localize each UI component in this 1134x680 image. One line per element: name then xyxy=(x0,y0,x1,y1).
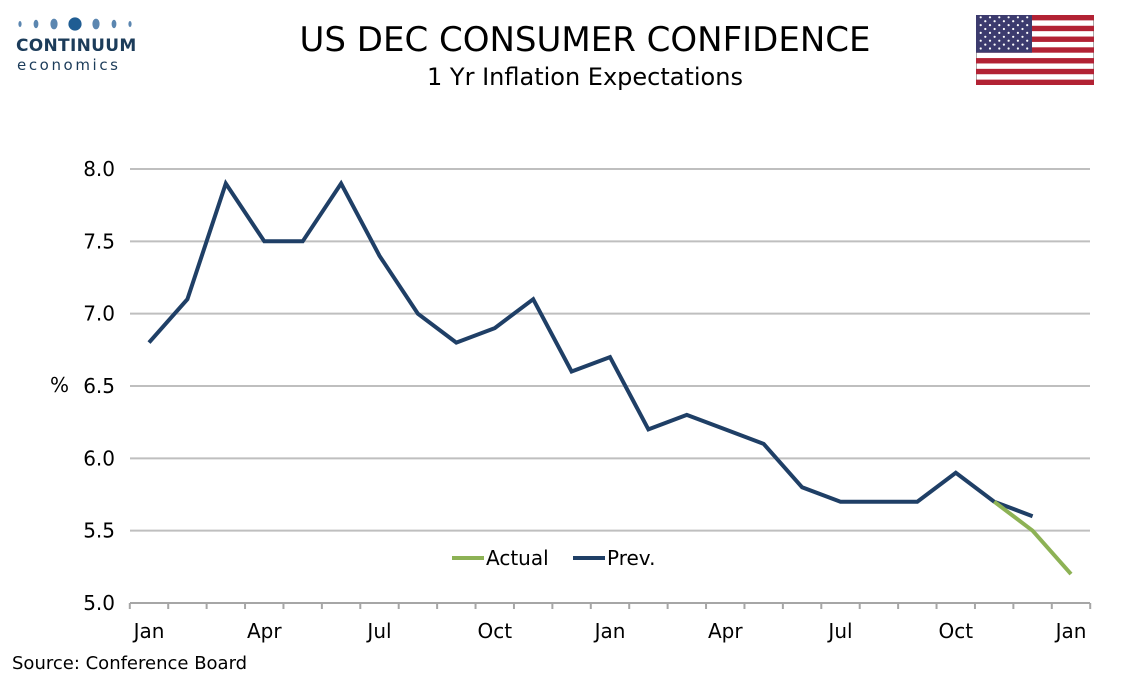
legend: Actual Prev. xyxy=(452,546,655,570)
gridlines xyxy=(130,168,1090,532)
x-tick-label: Jul xyxy=(826,619,852,643)
series-lines xyxy=(147,178,1073,576)
x-tick-label: Jan xyxy=(593,619,626,643)
logo-tagline: economics xyxy=(17,56,121,74)
x-axis: Jan Apr Jul Oct Jan Apr Jul Oct Jan xyxy=(128,602,1092,643)
source-note: Source: Conference Board xyxy=(12,653,248,674)
x-tick-label: Oct xyxy=(938,619,973,643)
x-tick-label: Jul xyxy=(365,619,391,643)
y-tick-label: 8.0 xyxy=(83,157,115,181)
logo-wordmark: CONTINUUM xyxy=(16,36,137,56)
x-tick-label: Apr xyxy=(247,619,282,643)
y-tick-label: 7.0 xyxy=(83,302,115,326)
x-tick-label: Jan xyxy=(1054,619,1087,643)
y-tick-label: 6.5 xyxy=(83,374,115,398)
x-tick-label: Apr xyxy=(708,619,743,643)
legend-label-prev: Prev. xyxy=(607,546,655,570)
series-line-actual xyxy=(992,500,1073,576)
chart-title: US DEC CONSUMER CONFIDENCE xyxy=(299,20,871,60)
y-tick-label: 5.0 xyxy=(83,591,115,615)
y-tick-label: 6.0 xyxy=(83,446,115,470)
legend-label-actual: Actual xyxy=(486,546,549,570)
us-flag-icon xyxy=(976,15,1094,85)
y-tick-label: 7.5 xyxy=(83,229,115,253)
logo-dots-icon xyxy=(18,17,132,31)
y-tick-label: 5.5 xyxy=(83,519,115,543)
x-tick-label: Jan xyxy=(132,619,165,643)
x-tick-label: Oct xyxy=(477,619,512,643)
continuum-economics-logo: CONTINUUM economics xyxy=(12,14,142,78)
y-axis-label: % xyxy=(50,373,69,397)
chart-subtitle: 1 Yr Inflation Expectations xyxy=(427,63,743,91)
series-line-prev xyxy=(147,178,1034,519)
y-axis-ticks: 5.0 5.5 6.0 6.5 7.0 7.5 8.0 xyxy=(83,157,115,615)
